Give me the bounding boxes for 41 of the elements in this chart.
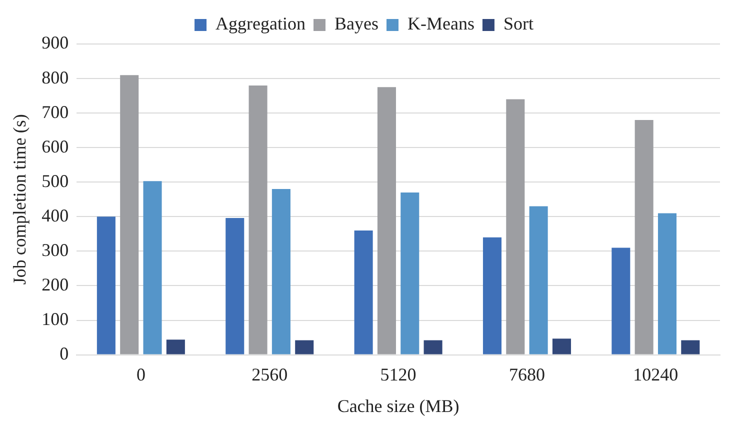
bar <box>377 87 396 354</box>
legend-label: K-Means <box>407 14 474 34</box>
x-tick-label: 7680 <box>508 364 545 384</box>
y-tick-label: 400 <box>42 205 69 226</box>
bar <box>681 340 700 354</box>
bar <box>529 206 548 354</box>
y-tick-label: 300 <box>42 240 69 260</box>
y-tick-label: 0 <box>60 344 69 364</box>
bar <box>552 338 571 354</box>
bar <box>226 218 244 354</box>
legend-label: Sort <box>503 14 534 34</box>
y-tick-label: 700 <box>42 102 69 122</box>
x-tick-label: 2560 <box>252 364 288 384</box>
bar <box>634 120 654 354</box>
bar <box>295 340 314 354</box>
bar <box>96 216 116 354</box>
y-tick-label: 100 <box>42 309 69 329</box>
bar <box>120 75 139 354</box>
x-tick-label: 5120 <box>380 364 416 384</box>
y-tick-label: 600 <box>42 136 69 156</box>
legend-label: Bayes <box>334 14 378 34</box>
bar <box>248 85 268 354</box>
bar <box>166 340 185 354</box>
y-tick-label: 900 <box>42 32 69 53</box>
bar <box>658 213 677 354</box>
bar <box>354 230 373 354</box>
y-tick-label: 500 <box>42 170 69 191</box>
x-tick-label: 10240 <box>633 364 678 384</box>
bar <box>143 181 162 354</box>
y-tick-label: 800 <box>42 67 69 88</box>
x-axis-title: Cache size (MB) <box>337 396 460 416</box>
bar <box>272 189 290 354</box>
x-tick-label: 0 <box>136 364 146 384</box>
legend-label: Aggregation <box>216 14 306 34</box>
y-tick-label: 200 <box>42 274 69 294</box>
bar <box>482 237 502 354</box>
bar <box>424 340 442 354</box>
bar <box>400 192 420 354</box>
y-axis-title: Job completion time (s) <box>10 114 30 285</box>
bar <box>506 99 525 354</box>
bar <box>612 248 630 354</box>
